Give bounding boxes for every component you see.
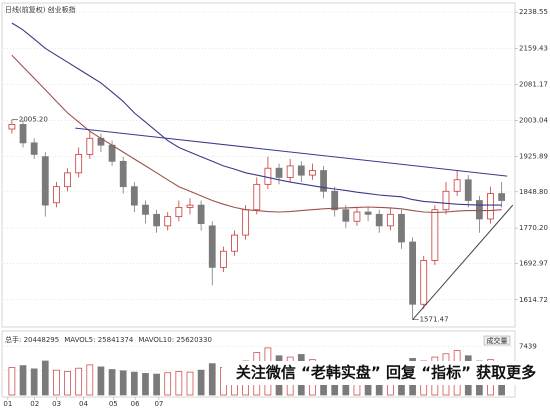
y-tick-label: 1770.20 bbox=[519, 224, 548, 232]
candle-body bbox=[253, 183, 261, 211]
candle-body bbox=[219, 250, 227, 268]
candle-body bbox=[75, 153, 83, 174]
candle-body bbox=[208, 225, 216, 268]
candle-body bbox=[41, 156, 49, 206]
candle-body bbox=[320, 170, 327, 192]
x-tick-label: 01 bbox=[3, 400, 12, 408]
trend-line bbox=[75, 127, 508, 177]
main-panel-frame bbox=[1, 2, 516, 328]
y-tick-label: 1848.80 bbox=[519, 188, 548, 196]
annotation-label: 1571.47 bbox=[420, 316, 449, 324]
volume-header: MAVOL5: 25841374 bbox=[64, 336, 134, 344]
x-tick-label: 05 bbox=[109, 400, 118, 408]
volume-bar bbox=[175, 371, 183, 396]
volume-bar bbox=[119, 370, 127, 396]
candle-body bbox=[475, 200, 483, 220]
candle-body bbox=[453, 179, 461, 192]
y-tick-label: 2238.55 bbox=[519, 8, 548, 16]
volume-bar bbox=[97, 366, 105, 396]
candle-body bbox=[231, 234, 238, 252]
watermark: 关注微信 “老韩实盘” 回复 “指标” 获取更多 bbox=[236, 364, 536, 382]
candle-body bbox=[275, 167, 283, 178]
candle-body bbox=[186, 204, 194, 208]
volume-bar bbox=[75, 367, 83, 396]
candle-body bbox=[364, 211, 372, 215]
candle-body bbox=[142, 204, 149, 215]
volume-bar bbox=[8, 367, 16, 396]
trend-line bbox=[412, 204, 514, 321]
candle-body bbox=[8, 124, 16, 130]
candle-body bbox=[175, 207, 183, 218]
candle-body bbox=[431, 209, 439, 261]
candle-body bbox=[487, 193, 494, 220]
candle-body bbox=[164, 216, 172, 227]
chart-title: 日线(前复权) 创业板指 bbox=[5, 5, 76, 14]
volume-bar bbox=[41, 360, 49, 396]
volume-button[interactable] bbox=[483, 335, 511, 346]
x-tick-label: 02 bbox=[30, 400, 39, 408]
candle-body bbox=[286, 165, 294, 178]
y-tick-label: 1692.97 bbox=[519, 260, 548, 268]
candle-body bbox=[398, 213, 405, 243]
volume-header: MAVOL10: 25620330 bbox=[138, 336, 212, 344]
volume-bar bbox=[108, 369, 116, 396]
y-tick-label: 2003.04 bbox=[519, 117, 548, 125]
candle-body bbox=[375, 213, 383, 227]
candle-body bbox=[442, 190, 450, 211]
volume-bar bbox=[164, 372, 172, 396]
volume-button-label[interactable]: 成交量 bbox=[487, 336, 508, 345]
candle-body bbox=[197, 204, 205, 224]
candle-body bbox=[19, 124, 27, 144]
volume-bar bbox=[19, 365, 27, 396]
volume-bar bbox=[130, 371, 138, 396]
candle-body bbox=[464, 179, 472, 201]
candle-body bbox=[64, 172, 71, 188]
candle-body bbox=[86, 137, 94, 155]
y-tick-label: 1614.72 bbox=[519, 296, 548, 304]
candle-body bbox=[342, 209, 350, 222]
volume-bar bbox=[153, 373, 160, 396]
candle-body bbox=[242, 209, 250, 236]
volume-bar bbox=[30, 368, 38, 396]
y-tick-label: 2159.43 bbox=[519, 45, 548, 53]
moving-average-line bbox=[11, 22, 502, 206]
x-tick-label: 03 bbox=[52, 400, 61, 408]
candle-body bbox=[353, 211, 361, 222]
candle-body bbox=[297, 165, 305, 176]
x-tick-label: 04 bbox=[79, 400, 88, 408]
moving-average-line bbox=[11, 54, 502, 214]
annotation-label: 2005.20 bbox=[19, 116, 48, 124]
y-tick-label: 1925.89 bbox=[519, 152, 548, 160]
candle-body bbox=[409, 241, 416, 305]
volume-bar bbox=[208, 363, 216, 396]
volume-bar bbox=[64, 371, 71, 396]
candle-body bbox=[498, 193, 506, 201]
x-tick-label: 06 bbox=[131, 400, 140, 408]
watermark-background bbox=[222, 361, 550, 385]
candle-body bbox=[153, 213, 160, 227]
candle-body bbox=[108, 144, 116, 162]
volume-tick-label: 7439 bbox=[519, 342, 537, 350]
candle-body bbox=[264, 167, 272, 185]
candle-body bbox=[309, 170, 316, 176]
volume-bar bbox=[142, 373, 149, 396]
candle-body bbox=[130, 186, 138, 206]
volume-bar bbox=[197, 369, 205, 396]
candle-body bbox=[30, 142, 38, 155]
candle-body bbox=[53, 186, 60, 204]
volume-bar bbox=[86, 364, 94, 396]
candle-body bbox=[331, 190, 339, 211]
y-tick-label: 2081.17 bbox=[519, 81, 548, 89]
candle-body bbox=[420, 260, 428, 305]
volume-bar bbox=[53, 369, 60, 396]
volume-bar bbox=[186, 371, 194, 396]
x-tick-label: 07 bbox=[154, 400, 163, 408]
volume-header: 总手: 20448295 bbox=[5, 335, 59, 344]
candle-body bbox=[386, 213, 394, 227]
candle-body bbox=[119, 160, 127, 188]
